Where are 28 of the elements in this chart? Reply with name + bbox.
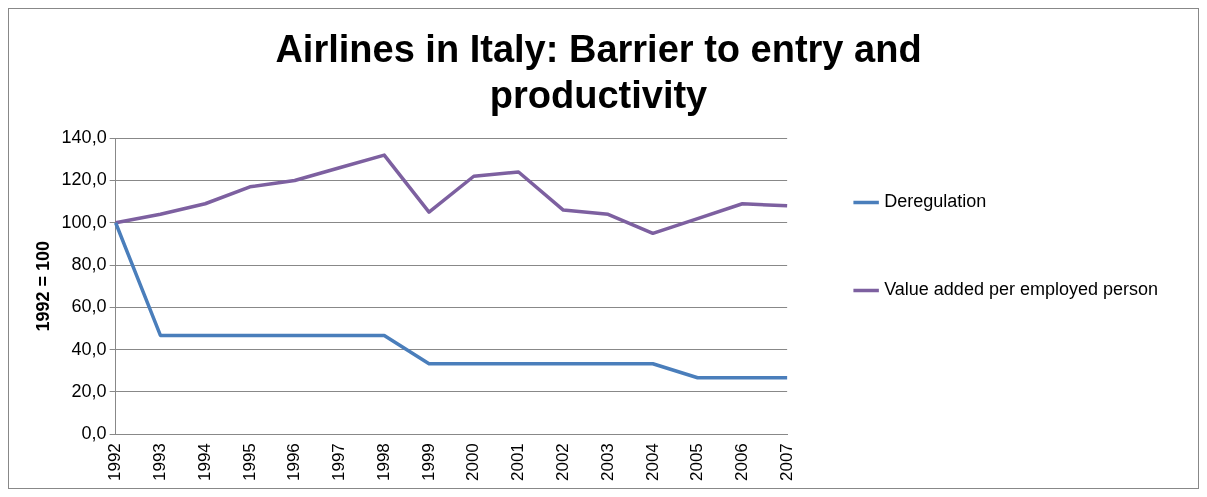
x-tick-label: 2006 — [732, 443, 752, 482]
x-tick-label: 2002 — [553, 443, 572, 482]
y-tick-label: 120,0 — [61, 169, 107, 190]
x-tick-label: 1997 — [329, 443, 349, 482]
x-tick-label: 1996 — [284, 443, 304, 482]
legend-label: Deregulation — [884, 191, 987, 212]
y-tick-label: 40,0 — [71, 338, 107, 359]
x-tick-label: 2005 — [687, 443, 707, 482]
y-tick-label: 80,0 — [71, 254, 107, 275]
x-tick-label: 1994 — [194, 443, 214, 482]
x-tick-label: 2001 — [508, 443, 528, 482]
x-tick-label: 2003 — [597, 443, 617, 482]
x-tick-label: 1992 — [105, 443, 125, 482]
y-axis-title: 1992 = 100 — [32, 240, 53, 332]
y-tick-label: 100,0 — [61, 211, 107, 232]
x-tick-label: 2000 — [463, 443, 483, 482]
chart-title: Airlines in Italy: Barrier to entry and productivity — [275, 28, 922, 116]
x-tick-label: 1995 — [239, 443, 259, 482]
x-tick-label: 1998 — [373, 443, 393, 482]
x-tick-label: 2007 — [776, 443, 796, 482]
x-tick-label: 2004 — [642, 443, 662, 482]
y-tick-label: 20,0 — [71, 380, 107, 401]
x-tick-label: 1999 — [418, 443, 438, 482]
y-tick-label: 60,0 — [71, 296, 107, 317]
x-tick-label: 1993 — [150, 443, 170, 482]
y-tick-label: 140,0 — [61, 127, 107, 148]
legend-label: Value added per employed person — [884, 279, 1158, 300]
y-tick-label: 0,0 — [81, 423, 107, 444]
